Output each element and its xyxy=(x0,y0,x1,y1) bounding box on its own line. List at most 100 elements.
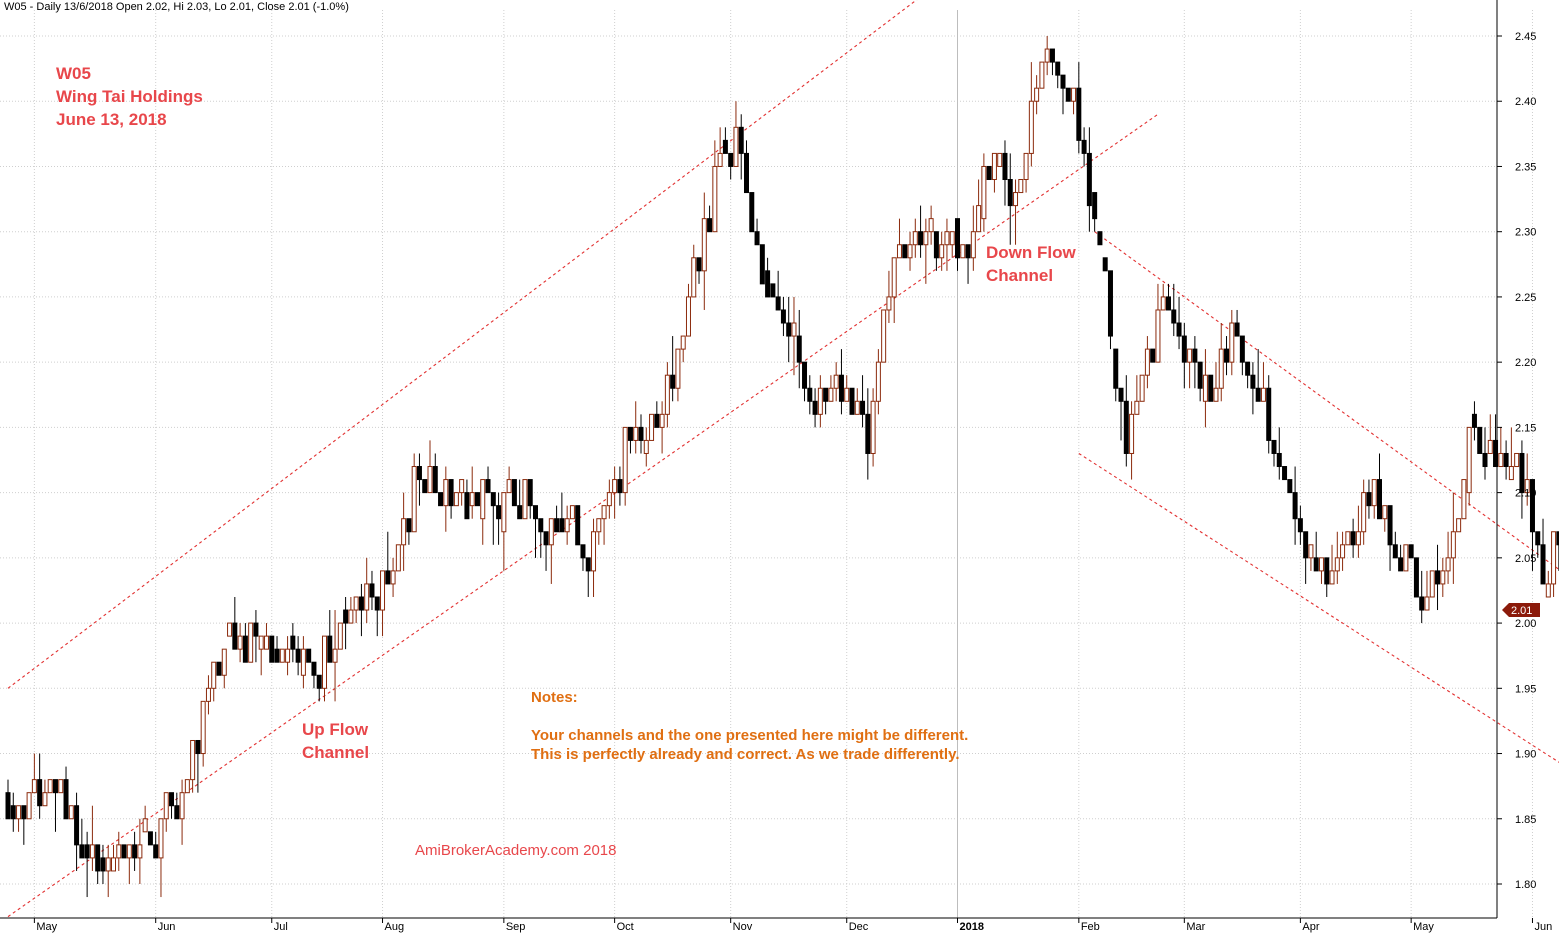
candle-body xyxy=(1134,400,1140,415)
candle-body xyxy=(854,400,860,415)
candle-body xyxy=(111,857,116,872)
candle-body xyxy=(422,479,428,494)
candle-body xyxy=(343,609,349,624)
candle-body xyxy=(965,244,971,259)
candle-body xyxy=(89,844,95,859)
candle-body xyxy=(311,661,317,676)
candle-body xyxy=(348,609,354,624)
candle-body xyxy=(1366,492,1372,507)
candle-body xyxy=(707,218,713,233)
candle-body xyxy=(638,426,644,441)
candle-body xyxy=(1371,479,1377,507)
candle-body xyxy=(401,518,407,546)
x-tick-label: Feb xyxy=(1081,921,1100,933)
candle-body xyxy=(63,779,69,820)
candle-body xyxy=(174,805,180,820)
candle-body xyxy=(105,857,111,872)
candle-body xyxy=(554,518,560,533)
candle-body xyxy=(1324,557,1330,585)
candle-body xyxy=(754,231,760,246)
candle-body xyxy=(517,505,523,520)
candle-body xyxy=(1377,479,1382,520)
candle-body xyxy=(258,635,264,650)
candle-body xyxy=(522,479,528,520)
candle-body xyxy=(680,335,686,350)
candle-body xyxy=(533,505,538,520)
candle-body xyxy=(912,231,918,246)
candle-body xyxy=(896,244,902,259)
candle-body xyxy=(664,374,670,415)
candle-body xyxy=(179,792,185,820)
candle-body xyxy=(369,583,375,598)
candle-body xyxy=(153,844,159,859)
candle-body xyxy=(1297,518,1303,533)
candle-body xyxy=(443,479,449,507)
candle-body xyxy=(1018,179,1024,194)
candle-body xyxy=(1334,557,1340,572)
channel-line xyxy=(1078,453,1559,763)
candle-body xyxy=(248,622,254,663)
candle-body xyxy=(833,374,839,389)
candle-body xyxy=(1144,348,1150,376)
down-flow-line-2: Channel xyxy=(986,266,1054,285)
candle-body xyxy=(738,126,744,154)
title-symbol: W05 xyxy=(56,64,91,83)
x-tick-label: 2018 xyxy=(960,921,984,933)
candle-body xyxy=(1440,570,1446,585)
ohlc-header: W05 - Daily 13/6/2018 Open 2.02, Hi 2.03… xyxy=(4,1,349,13)
candle-body xyxy=(691,257,697,298)
candle-body xyxy=(37,779,43,807)
y-tick-label: 2.10 xyxy=(1515,488,1536,500)
candle-body xyxy=(1429,570,1435,598)
candle-body xyxy=(891,257,897,298)
candle-body xyxy=(933,231,939,259)
title-company: Wing Tai Holdings xyxy=(56,87,203,106)
candle-body xyxy=(332,648,338,663)
candle-body xyxy=(390,570,396,585)
candle-body xyxy=(712,165,718,233)
candle-body xyxy=(1055,61,1061,76)
candle-body xyxy=(786,322,792,337)
watermark: AmiBrokerAcademy.com 2018 xyxy=(415,842,617,859)
candle-body xyxy=(1419,596,1425,611)
x-tick-label: Dec xyxy=(849,921,869,933)
candle-body xyxy=(1224,348,1230,363)
candle-body xyxy=(823,387,829,402)
candle-body xyxy=(1081,139,1087,154)
candle-body xyxy=(327,635,333,663)
candle-body xyxy=(543,531,549,546)
title-date: June 13, 2018 xyxy=(56,110,167,129)
candle-body xyxy=(337,622,343,650)
candle-body xyxy=(1303,531,1309,559)
y-tick-label: 2.15 xyxy=(1515,422,1536,434)
candle-body xyxy=(807,387,813,402)
candle-body xyxy=(944,231,950,246)
candle-body xyxy=(538,518,544,533)
candle-body xyxy=(870,400,876,454)
candle-body xyxy=(812,400,818,415)
candle-body xyxy=(585,557,591,572)
candle-body xyxy=(1361,492,1367,533)
candle-body xyxy=(881,309,887,363)
candle-body xyxy=(1171,309,1177,324)
candle-body xyxy=(685,296,691,337)
candle-body xyxy=(902,244,908,259)
candle-body xyxy=(1197,361,1203,389)
candle-body xyxy=(137,844,143,859)
candle-body xyxy=(596,518,602,533)
candle-body xyxy=(1034,87,1040,102)
candle-body xyxy=(322,635,327,689)
candle-body xyxy=(142,818,148,833)
notes-block: Notes: Your channels and the one present… xyxy=(531,688,968,764)
candle-body xyxy=(1187,348,1193,363)
candle-body xyxy=(1345,531,1351,546)
candle-body xyxy=(918,231,924,246)
candle-body xyxy=(353,596,359,611)
candle-body xyxy=(875,361,881,402)
notes-title: Notes: xyxy=(531,689,578,706)
candle-body xyxy=(485,479,491,494)
candle-body xyxy=(949,231,955,246)
candle-body xyxy=(501,492,507,533)
candle-body xyxy=(659,413,665,428)
